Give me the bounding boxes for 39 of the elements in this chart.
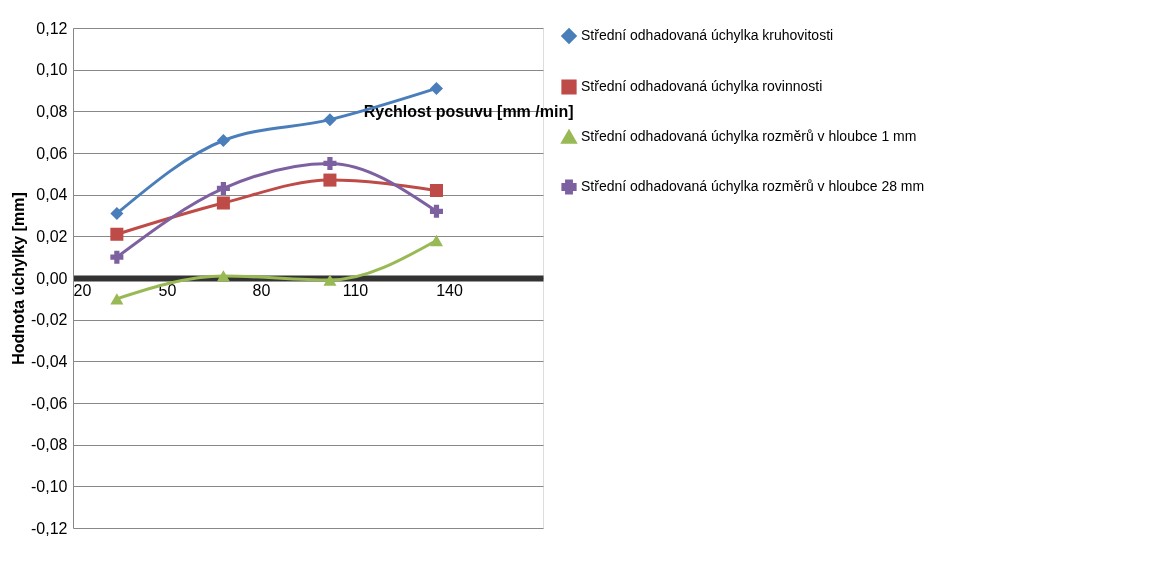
point <box>216 133 230 148</box>
point <box>429 183 443 198</box>
point <box>429 234 443 247</box>
point <box>216 196 230 210</box>
y-tick-label: 0,02 <box>36 227 68 245</box>
y-tick-label: -0,12 <box>31 519 68 537</box>
point <box>110 293 124 305</box>
point <box>323 274 337 286</box>
point <box>323 113 337 127</box>
y-tick-label: 0,00 <box>36 269 68 287</box>
legend-label: Střední odhadovaná úchylka rovinnosti <box>581 78 823 94</box>
y-axis-title: Hodnota úchylky [mm] <box>10 192 28 365</box>
x-tick-label: 140 <box>436 281 463 299</box>
point <box>110 250 124 264</box>
point <box>216 270 230 282</box>
point <box>429 204 443 218</box>
point <box>216 181 230 195</box>
y-tick-label: 0,06 <box>36 144 68 162</box>
legend-label: Střední odhadovaná úchylka rozměrů v hloubce 1 mm <box>581 128 917 144</box>
y-tick-label: 0,08 <box>36 102 68 120</box>
y-tick-label: 0,04 <box>36 186 68 204</box>
y-tick-label: -0,06 <box>31 394 68 412</box>
point <box>323 156 337 170</box>
legend-label: Střední odhadovaná úchylka kruhovitosti <box>581 27 834 43</box>
y-tick-label: -0,08 <box>31 436 68 454</box>
y-tick-label: 0,10 <box>36 61 68 79</box>
y-tick-label: -0,02 <box>31 311 68 329</box>
y-tick-label: -0,04 <box>31 352 68 370</box>
y-tick-label: 0,12 <box>36 19 68 37</box>
x-tick-label: 20 <box>73 281 92 299</box>
x-tick-label: 110 <box>342 281 369 299</box>
point <box>110 206 124 220</box>
point <box>110 227 124 241</box>
point <box>429 81 443 95</box>
legend-label: Střední odhadovaná úchylka rozměrů v hloubce 28 mm <box>581 178 925 194</box>
x-axis-title: Rychlost posuvu [mm /min] <box>363 102 574 120</box>
x-tick-label: 80 <box>252 281 271 299</box>
y-tick-label: -0,10 <box>31 477 68 495</box>
point <box>323 173 337 187</box>
